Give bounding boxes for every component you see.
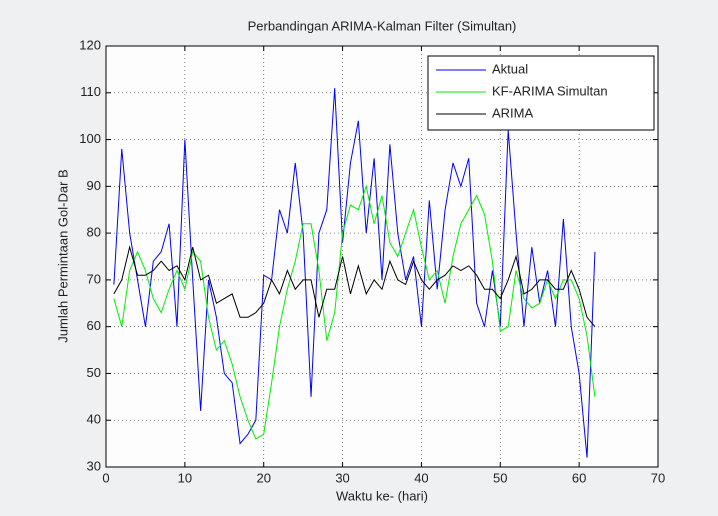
x-tick-label: 40 xyxy=(414,470,428,485)
legend-box xyxy=(427,55,655,131)
data-line xyxy=(113,245,596,327)
y-tick-label: 80 xyxy=(87,225,101,240)
y-axis-label: Jumlah Permintaan Gol-Dar B xyxy=(55,169,70,342)
legend-label: KF-ARIMA Simultan xyxy=(492,83,608,98)
legend-label: ARIMA xyxy=(492,105,534,120)
y-tick-label: 120 xyxy=(79,37,101,52)
y-tick-label: 30 xyxy=(87,458,101,473)
y-tick-label: 70 xyxy=(87,271,101,286)
y-tick-label: 90 xyxy=(87,178,101,193)
x-tick-label: 10 xyxy=(178,470,192,485)
y-tick-label: 100 xyxy=(79,131,101,146)
y-tick-label: 60 xyxy=(87,318,101,333)
y-tick-label: 40 xyxy=(87,412,101,427)
x-axis-label: Waktu ke- (hari) xyxy=(336,488,428,503)
x-tick-label: 60 xyxy=(572,470,586,485)
axes-box xyxy=(105,45,659,468)
legend-label: Aktual xyxy=(492,61,528,76)
x-tick-label: 30 xyxy=(335,470,349,485)
x-tick-label: 0 xyxy=(102,470,109,485)
y-tick-label: 110 xyxy=(80,84,101,99)
y-tick-label: 50 xyxy=(87,365,101,380)
x-tick-label: 50 xyxy=(493,470,507,485)
data-line xyxy=(113,88,596,458)
x-tick-label: 20 xyxy=(256,470,270,485)
chart-title: Perbandingan ARIMA-Kalman Filter (Simult… xyxy=(248,18,517,33)
x-tick-label: 70 xyxy=(651,470,665,485)
